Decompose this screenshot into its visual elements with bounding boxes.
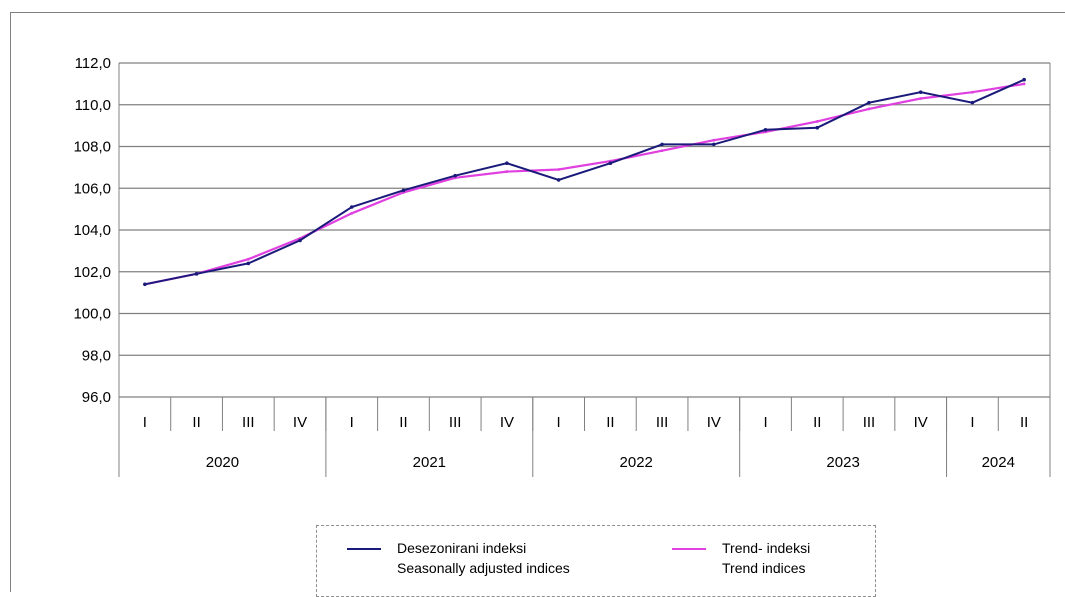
data-point-seasonally-adjusted [918,90,923,95]
data-point-seasonally-adjusted [712,142,716,147]
data-point-seasonally-adjusted [815,125,820,130]
x-tick-label-quarter: III [863,414,876,431]
data-point-trend [971,90,974,94]
y-tick-label: 102,0 [73,264,111,281]
x-tick-label-quarter: III [242,414,255,431]
x-tick-label-year: 2024 [982,454,1015,471]
y-tick-label: 96,0 [82,389,111,406]
x-tick-label-quarter: II [192,414,200,431]
x-tick-label-quarter: II [399,414,407,431]
x-tick-label-quarter: II [606,414,614,431]
y-tick-label: 100,0 [73,306,111,323]
x-tick-label-year: 2021 [413,454,446,471]
x-tick-label-quarter: III [449,414,462,431]
x-tick-label-quarter: I [350,414,354,431]
y-tick-label: 98,0 [82,347,111,364]
line-chart: 96,0 98,0 100,0 102,0 104,0 106,0 108,0 110,0 11… [73,55,1051,477]
legend-label-trend: Trend- indeksi [722,540,811,556]
y-tick-label: 110,0 [75,97,111,114]
x-tick-label-year: 2020 [206,454,239,471]
data-point-seasonally-adjusted [246,261,251,266]
data-point-seasonally-adjusted [970,100,975,105]
legend-swatch-seasonally-adjusted [347,548,381,550]
data-point-trend [557,168,561,171]
x-tick-label-quarter: IV [293,414,307,431]
data-point-seasonally-adjusted [453,173,457,178]
y-tick-label: 104,0 [73,222,111,239]
data-point-trend [919,97,923,100]
y-tick-label: 108,0 [73,139,111,156]
x-tick-label-quarter: IV [707,414,721,431]
data-point-seasonally-adjusted [867,100,871,105]
x-tick-label-quarter: IV [914,414,928,431]
x-tick-label-year: 2022 [620,454,653,471]
data-point-seasonally-adjusted [608,161,613,165]
x-tick-label-quarter: III [656,414,669,431]
x-tick-label-quarter: II [1020,414,1028,431]
data-point-trend [815,120,819,123]
data-point-seasonally-adjusted [349,205,354,209]
chart-frame: 96,0 98,0 100,0 102,0 104,0 106,0 108,0 110,0 11… [10,12,1065,597]
x-tick-label-quarter: I [763,414,767,431]
legend: Desezonirani indeksi Seasonally adjusted… [316,525,876,597]
legend-swatch-trend [672,548,706,550]
data-point-trend [867,107,871,111]
data-point-seasonally-adjusted [660,142,664,147]
y-tick-label: 106,0 [73,180,111,197]
data-point-seasonally-adjusted [1022,77,1026,82]
data-point-seasonally-adjusted [194,272,199,276]
data-point-trend [505,170,509,173]
data-point-seasonally-adjusted [556,178,561,182]
x-tick-label-year: 2023 [826,454,859,471]
data-point-seasonally-adjusted [763,128,768,132]
legend-label-seasonally-adjusted-en: Seasonally adjusted indices [397,560,570,576]
data-point-trend [660,149,664,153]
legend-label-trend-en: Trend indices [722,560,806,576]
x-tick-label-quarter: I [557,414,561,431]
data-point-trend [712,138,716,142]
x-tick-label-quarter: I [143,414,147,431]
y-tick-label: 112,0 [75,55,111,72]
x-tick-label-quarter: IV [500,414,514,431]
data-point-trend [246,257,250,261]
data-point-seasonally-adjusted [401,188,406,193]
data-point-trend [350,211,354,215]
series-line-trend [144,82,1025,286]
data-point-seasonally-adjusted [505,161,509,165]
x-tick-label-quarter: II [813,414,821,431]
data-point-seasonally-adjusted [143,282,147,287]
x-tick-label-quarter: I [970,414,974,431]
series-line-seasonally-adjusted [144,78,1025,286]
data-point-trend [1022,82,1026,86]
legend-label-seasonally-adjusted: Desezonirani indeksi [397,540,527,556]
data-point-seasonally-adjusted [298,238,302,243]
